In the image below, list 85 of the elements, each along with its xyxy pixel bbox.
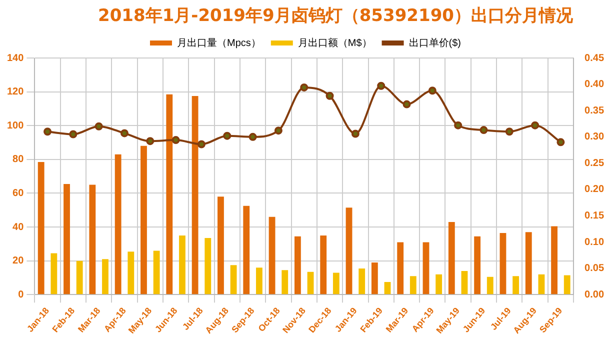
bar xyxy=(332,272,340,294)
bar xyxy=(422,242,430,294)
point xyxy=(351,130,360,138)
y-tick-label: 120 xyxy=(6,86,24,98)
bar xyxy=(346,208,352,294)
bar xyxy=(320,236,327,294)
point xyxy=(402,100,411,108)
bar xyxy=(243,206,250,294)
y2-tick-label: 0.15 xyxy=(584,210,604,222)
point xyxy=(197,140,206,148)
y2-tick-label: 0.35 xyxy=(584,105,604,116)
y2-tick-label: 0.30 xyxy=(584,132,604,143)
bar xyxy=(307,272,314,294)
y2-tick-label: 0.20 xyxy=(584,184,604,196)
y2-tick-label: 0.10 xyxy=(584,236,604,248)
bar xyxy=(448,222,455,294)
bar xyxy=(538,274,545,294)
point xyxy=(480,126,488,134)
point xyxy=(326,92,334,100)
bar xyxy=(512,276,520,294)
legend-label: 月出口额（M$） xyxy=(298,36,372,49)
bar xyxy=(551,226,558,294)
bar xyxy=(76,260,83,294)
bar xyxy=(525,232,532,294)
bar xyxy=(50,253,58,294)
bar xyxy=(218,196,224,294)
bar xyxy=(114,154,122,294)
bar xyxy=(102,259,108,294)
bar xyxy=(410,276,416,294)
bar xyxy=(153,250,160,294)
y-tick-label: 60 xyxy=(12,188,24,199)
bar xyxy=(64,184,70,294)
point xyxy=(94,122,103,130)
point xyxy=(146,137,154,146)
bar xyxy=(128,252,134,294)
y2-tick-label: 0.40 xyxy=(584,79,604,90)
point xyxy=(556,138,565,146)
bar xyxy=(268,216,276,294)
y-tick-label: 0 xyxy=(18,289,24,300)
bar xyxy=(436,274,442,294)
y2-tick-label: 0.00 xyxy=(584,289,604,300)
bar xyxy=(384,282,391,294)
point xyxy=(44,128,52,136)
point xyxy=(172,136,180,144)
point xyxy=(505,128,514,136)
point xyxy=(531,121,540,130)
y-tick-label: 40 xyxy=(12,222,24,233)
point xyxy=(274,126,282,135)
legend-label: 月出口量（Mpcs） xyxy=(177,36,261,49)
bar xyxy=(474,236,481,294)
bar xyxy=(397,242,404,294)
bar xyxy=(282,270,288,294)
point xyxy=(69,130,78,138)
bar xyxy=(564,275,570,294)
bar xyxy=(204,238,212,294)
y-tick-label: 20 xyxy=(12,256,24,267)
bar xyxy=(140,146,147,294)
y2-tick-label: 0.25 xyxy=(584,158,604,169)
bar xyxy=(486,276,494,294)
bar xyxy=(230,265,237,294)
point xyxy=(428,86,436,95)
point xyxy=(454,121,462,130)
bar xyxy=(371,262,378,294)
y2-tick-label: 0.05 xyxy=(584,263,604,274)
bar xyxy=(256,268,262,294)
bar xyxy=(294,236,301,294)
bar xyxy=(358,268,366,294)
bar xyxy=(38,162,44,294)
y-tick-label: 100 xyxy=(6,120,24,132)
point xyxy=(377,82,386,90)
bar xyxy=(89,184,96,294)
point xyxy=(300,83,308,92)
bar xyxy=(179,236,186,294)
legend-label: 出口单价($) xyxy=(408,36,462,49)
bar xyxy=(461,271,468,294)
point xyxy=(223,132,232,140)
y-tick-label: 140 xyxy=(6,52,24,64)
bar xyxy=(166,94,173,294)
point xyxy=(248,132,257,141)
bar xyxy=(192,96,198,294)
bar xyxy=(500,232,506,294)
y2-tick-label: 0.45 xyxy=(584,52,604,64)
chart-title: 2018年1月-2019年9月卤钨灯（85392190）出口分月情况 xyxy=(97,5,574,27)
point xyxy=(120,129,128,138)
y-tick-label: 80 xyxy=(12,154,24,166)
